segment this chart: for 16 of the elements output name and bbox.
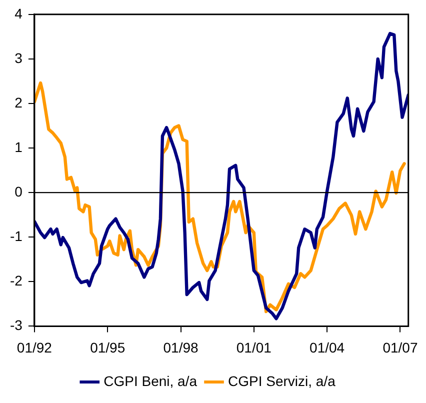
x-tick-label: 01/92 xyxy=(16,339,52,356)
y-tick-label: 1 xyxy=(14,138,23,155)
x-tick-label: 01/95 xyxy=(90,339,126,356)
legend-label: CGPI Servizi, a/a xyxy=(228,372,336,389)
y-tick-label: 3 xyxy=(14,50,23,66)
y-tick-label: -3 xyxy=(10,317,23,334)
x-tick-label: 01/04 xyxy=(310,339,345,356)
y-tick-label: 2 xyxy=(14,94,23,110)
x-tick-label: 01/98 xyxy=(163,339,198,356)
x-tick-label: 01/01 xyxy=(236,339,272,356)
y-tick-label: 0 xyxy=(14,183,23,200)
y-tick-label: 4 xyxy=(14,5,23,22)
y-tick-label: -1 xyxy=(10,228,23,244)
x-tick-label: 01/07 xyxy=(382,339,418,356)
y-tick-label: -2 xyxy=(10,272,23,289)
legend-label: CGPI Beni, a/a xyxy=(104,372,198,389)
